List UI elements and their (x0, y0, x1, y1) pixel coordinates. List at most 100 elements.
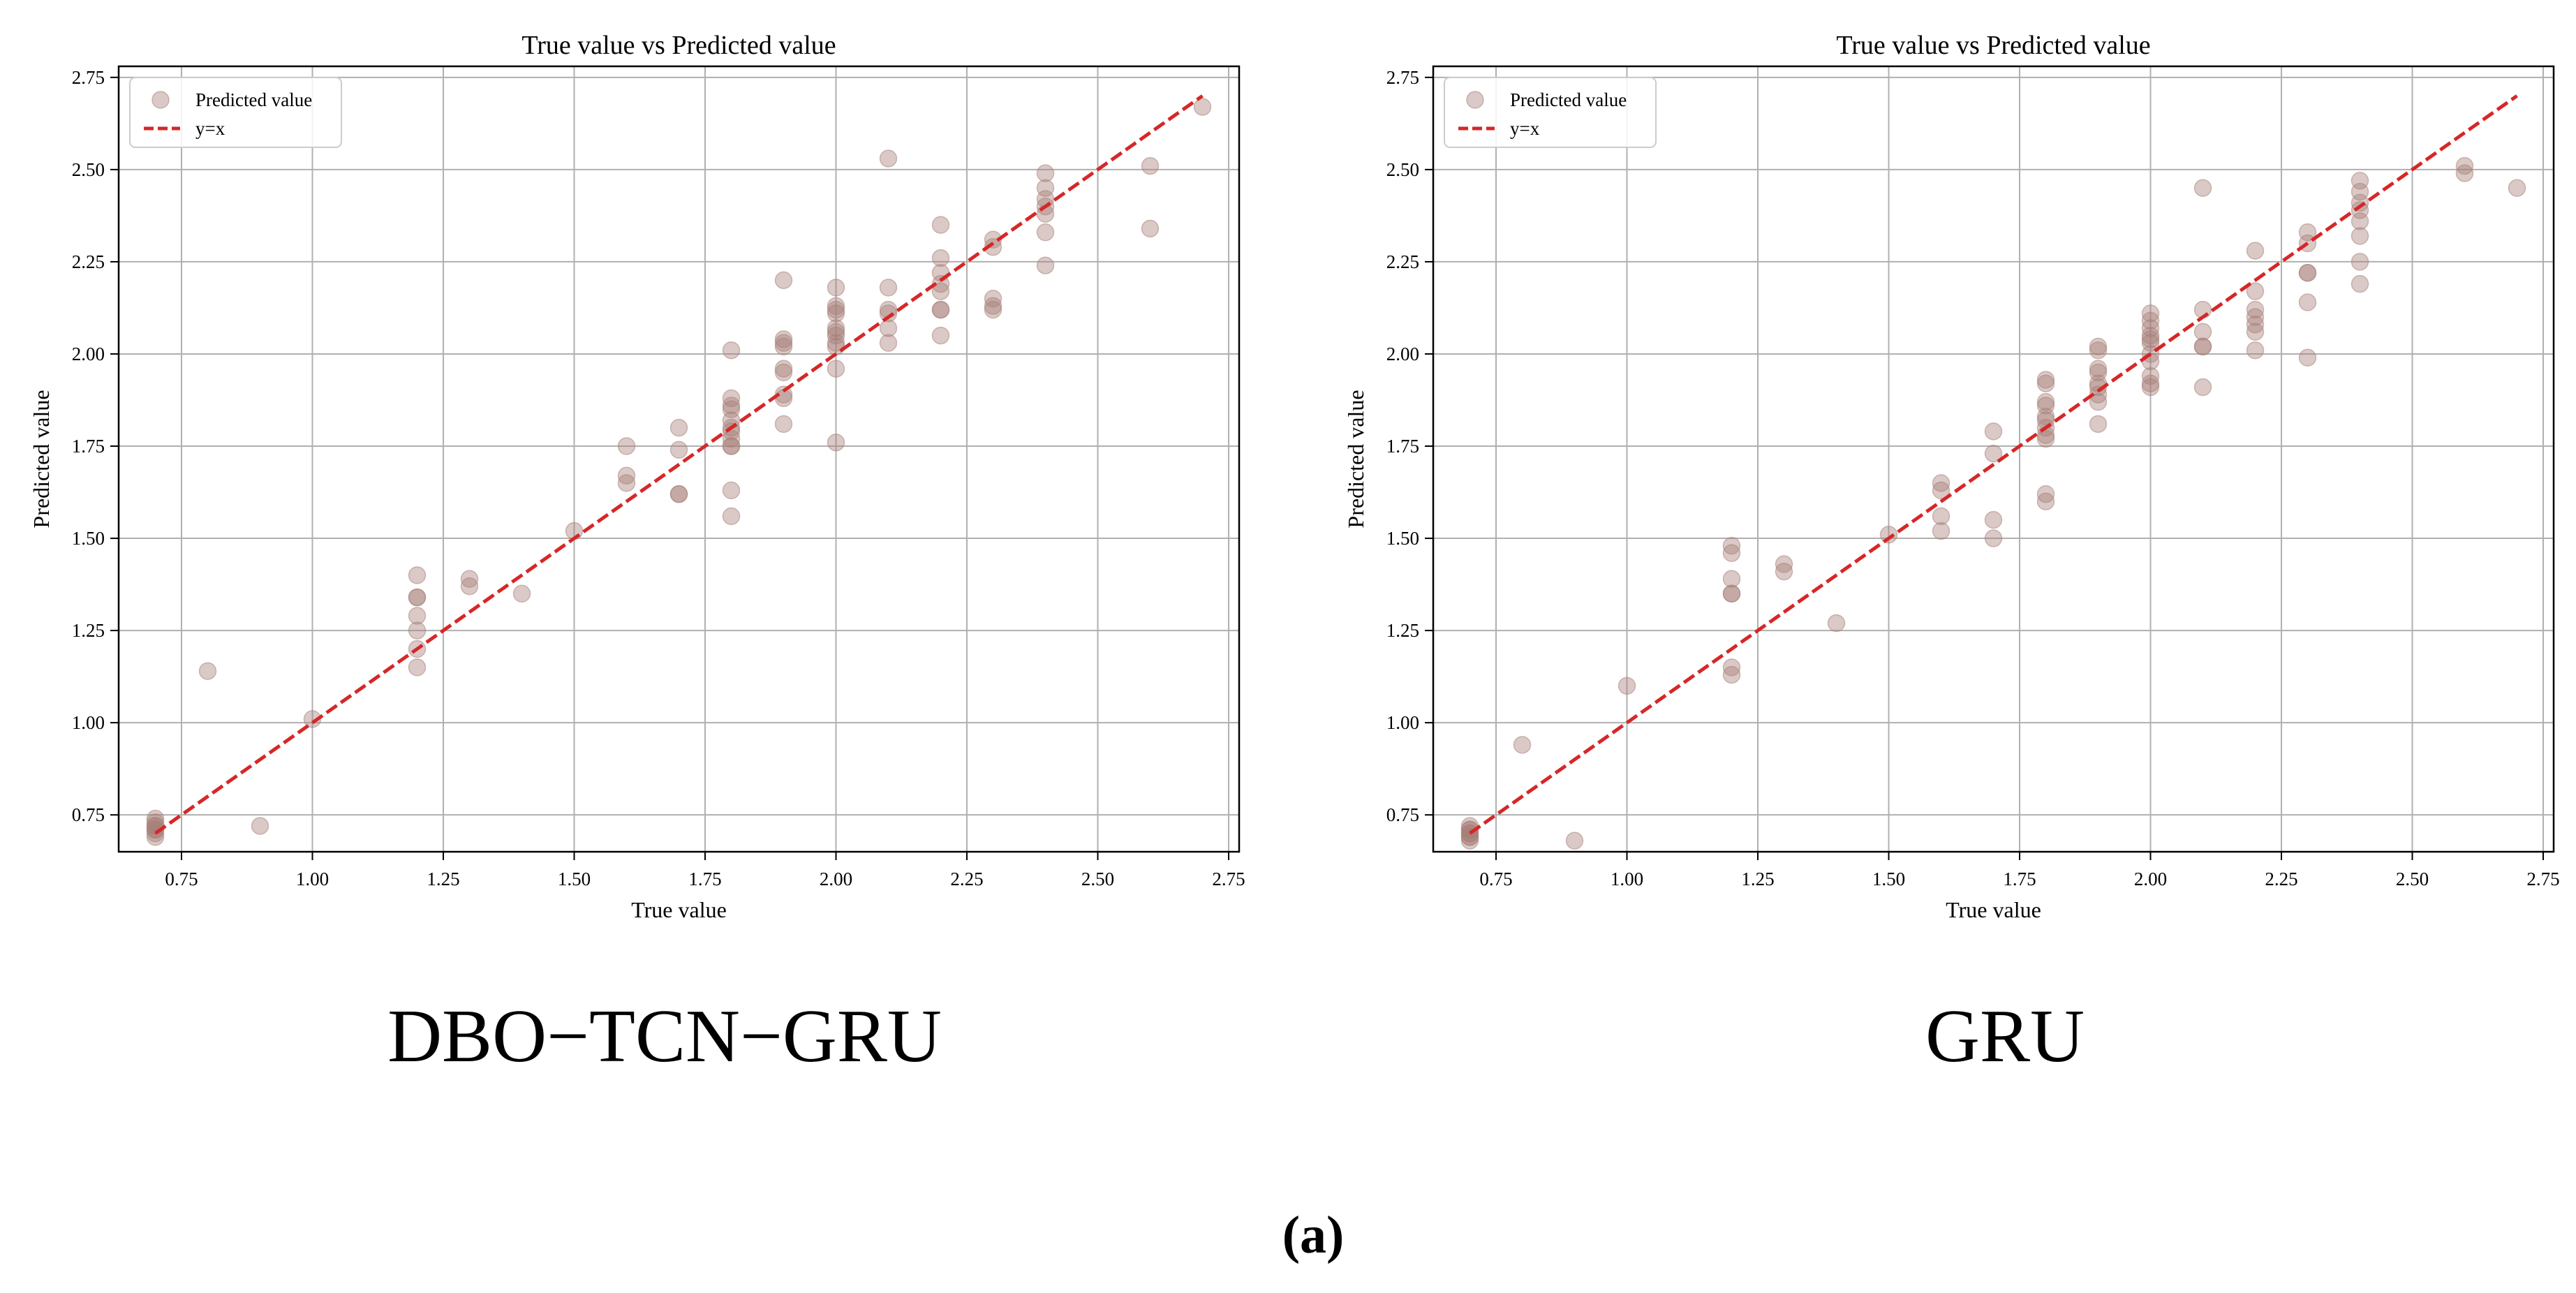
data-point (2141, 304, 2160, 323)
data-point (617, 474, 636, 492)
data-point (774, 337, 793, 356)
data-point (669, 418, 688, 437)
diagonal-line (154, 94, 1204, 835)
legend-box (129, 77, 342, 148)
data-point (1141, 219, 1160, 238)
data-point (1879, 526, 1898, 544)
data-point (2036, 492, 2055, 510)
data-point (617, 466, 636, 485)
data-point (774, 271, 793, 290)
x-axis-label: True value (631, 897, 727, 922)
x-tick-label: 2.25 (950, 869, 983, 889)
data-point (2455, 164, 2474, 182)
figure-label: (a) (1282, 1206, 1345, 1264)
data-point (774, 334, 793, 352)
chart-title: True value vs Predicted value (1836, 31, 2150, 60)
data-point (2246, 323, 2265, 341)
data-point (774, 385, 793, 404)
data-point (2036, 371, 2055, 389)
data-point (146, 813, 165, 832)
data-point (460, 577, 479, 596)
data-point (2089, 385, 2108, 404)
data-point (1984, 529, 2003, 547)
data-point (2246, 341, 2265, 360)
data-point (722, 437, 741, 455)
data-point (2193, 337, 2212, 356)
data-point (1984, 510, 2003, 529)
y-tick-label: 0.75 (1386, 804, 1419, 825)
data-point (669, 441, 688, 459)
data-point (2508, 179, 2526, 198)
x-tick-label: 2.50 (2396, 869, 2429, 889)
data-point (2193, 323, 2212, 341)
data-point (774, 389, 793, 408)
data-point (774, 330, 793, 348)
data-point (2298, 348, 2317, 367)
data-point (774, 363, 793, 382)
data-point (2351, 274, 2369, 293)
data-point (2246, 300, 2265, 319)
legend-label-points: Predicted value (195, 89, 312, 110)
data-point (827, 319, 845, 337)
data-point (879, 319, 898, 337)
data-point (2298, 264, 2317, 282)
x-tick-label: 2.00 (2134, 869, 2167, 889)
data-point (1932, 522, 1950, 540)
legend-box (1444, 77, 1657, 148)
y-tick-label: 2.75 (1386, 67, 1419, 88)
legend-marker-points (151, 91, 170, 109)
data-point (827, 337, 845, 356)
data-point (931, 282, 950, 300)
data-point (408, 621, 427, 640)
data-point (2193, 378, 2212, 397)
data-point (1932, 507, 1950, 526)
data-point (2036, 485, 2055, 503)
legend-label-diagonal: y=x (195, 118, 225, 139)
data-point (827, 300, 845, 319)
y-tick-label: 2.50 (72, 159, 105, 180)
data-point (827, 334, 845, 352)
data-point (1722, 665, 1741, 684)
data-point (1036, 223, 1055, 242)
data-point (1722, 536, 1741, 555)
data-point (1775, 555, 1793, 573)
y-tick-label: 2.50 (1386, 159, 1419, 180)
legend-label-diagonal: y=x (1510, 118, 1540, 139)
y-tick-label: 2.75 (72, 67, 105, 88)
data-point (931, 249, 950, 267)
x-tick-label: 1.25 (1741, 869, 1774, 889)
data-point (1036, 256, 1055, 274)
data-point (408, 566, 427, 584)
chart-title: True value vs Predicted value (521, 31, 836, 60)
data-point (2246, 315, 2265, 334)
y-axis-label: Predicted value (1343, 390, 1368, 528)
data-point (1460, 828, 1479, 846)
x-tick-label: 1.25 (427, 869, 459, 889)
x-tick-label: 2.00 (820, 869, 852, 889)
data-point (931, 274, 950, 293)
data-point (879, 304, 898, 323)
data-point (1193, 98, 1212, 116)
data-point (303, 710, 322, 728)
data-point (1827, 614, 1846, 633)
y-tick-label: 2.00 (72, 343, 105, 364)
data-point (1618, 677, 1636, 695)
x-tick-label: 1.50 (558, 869, 591, 889)
model-label: DBO−TCN−GRU (387, 995, 942, 1078)
diagonal-line (1469, 94, 2518, 835)
y-tick-label: 2.25 (72, 251, 105, 272)
data-point (198, 662, 217, 680)
y-tick-label: 2.00 (1386, 343, 1419, 364)
data-point (146, 820, 165, 839)
y-tick-label: 1.50 (1386, 528, 1419, 549)
x-tick-label: 1.50 (1872, 869, 1905, 889)
chart-panel-dbo-tcn-gru: 0.75 1.00 1.25 1.50 1.75 2.00 2.25 2.50 2.75 0.75… (29, 31, 1245, 1078)
data-point (827, 304, 845, 323)
data-point (2351, 253, 2369, 271)
y-tick-label: 1.00 (1386, 712, 1419, 733)
data-point (2141, 330, 2160, 348)
data-point (774, 360, 793, 378)
plot-area (1433, 66, 2554, 852)
data-point (984, 297, 1002, 316)
